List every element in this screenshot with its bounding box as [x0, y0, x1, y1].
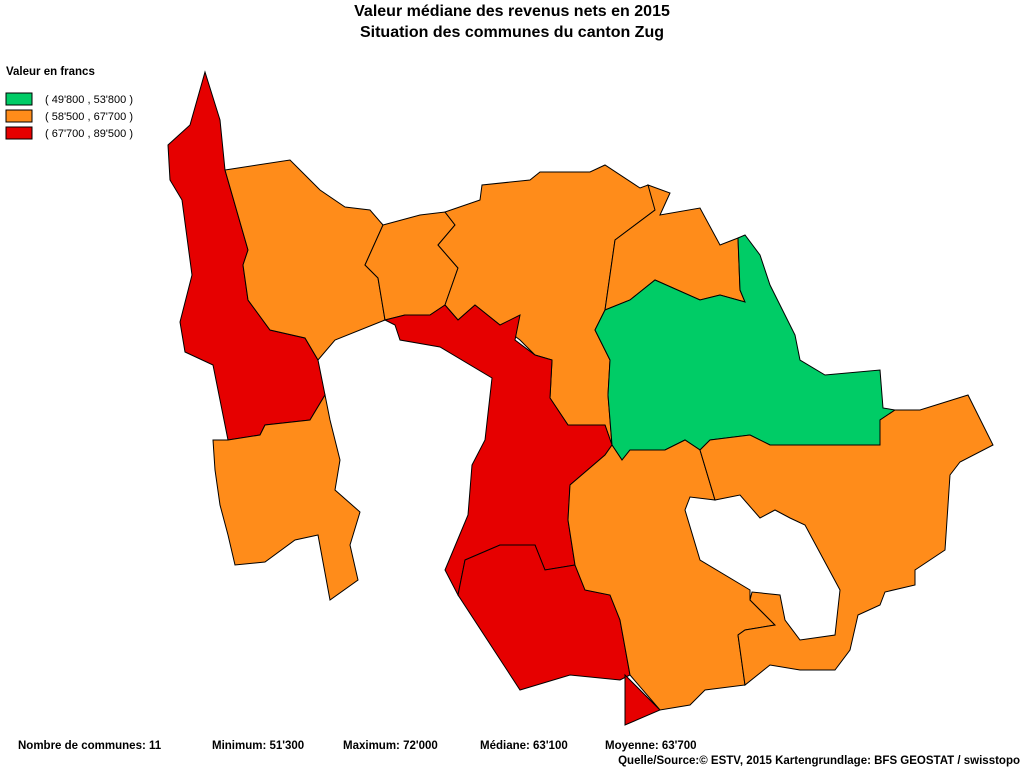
legend-title: Valeur en francs	[6, 66, 95, 78]
subtitle: Situation des communes du canton Zug	[360, 24, 664, 41]
legend-swatch	[5, 126, 33, 140]
legend-label: ( 67'700 , 89'500 )	[45, 128, 133, 140]
legend-label: ( 49'800 , 53'800 )	[45, 94, 133, 106]
stat-mean: Moyenne: 63'700	[605, 740, 697, 752]
legend: ( 49'800 , 53'800 ) ( 58'500 , 67'700 ) ( …	[5, 92, 133, 140]
commune	[212, 393, 361, 601]
map	[167, 70, 994, 726]
title: Valeur médiane des revenus nets en 2015	[354, 3, 670, 20]
stat-maximum: Maximum: 72'000	[343, 740, 438, 752]
source: Quelle/Source:© ESTV, 2015 Kartengrundla…	[618, 755, 1020, 767]
commune	[699, 394, 994, 686]
legend-label: ( 58'500 , 67'700 )	[45, 111, 133, 123]
commune	[624, 673, 661, 726]
stat-median: Médiane: 63'100	[480, 740, 568, 752]
stat-minimum: Minimum: 51'300	[212, 740, 304, 752]
legend-swatch	[5, 109, 33, 123]
legend-swatch	[5, 92, 33, 106]
stat-count: Nombre de communes: 11	[18, 740, 162, 752]
